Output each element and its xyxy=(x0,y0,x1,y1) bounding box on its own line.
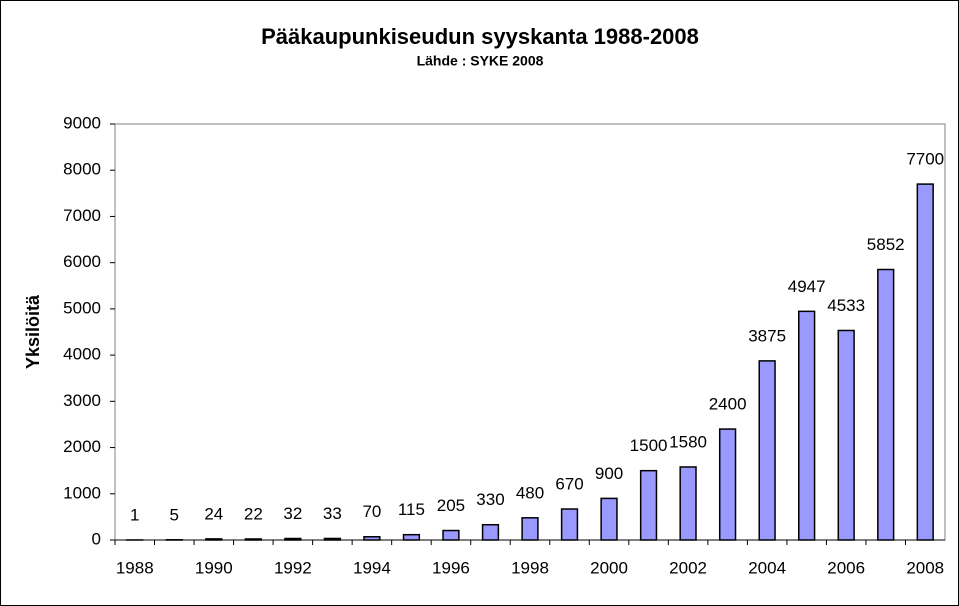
value-label: 115 xyxy=(398,500,425,519)
x-tick-label: 2008 xyxy=(906,558,944,577)
chart-subtitle: Lähde : SYKE 2008 xyxy=(417,53,544,69)
value-label: 480 xyxy=(516,483,544,502)
y-tick-label: 9000 xyxy=(63,113,101,132)
value-label: 670 xyxy=(555,475,583,494)
bar xyxy=(284,537,302,541)
x-tick-label: 2006 xyxy=(827,558,865,577)
x-tick-label: 1992 xyxy=(274,558,312,577)
x-tick-label: 1994 xyxy=(353,558,391,577)
bar xyxy=(560,508,579,541)
value-label: 1580 xyxy=(669,432,707,451)
value-label: 32 xyxy=(283,504,302,523)
value-label: 4947 xyxy=(788,277,826,296)
bar xyxy=(244,538,262,541)
bar xyxy=(798,310,816,541)
value-label: 900 xyxy=(595,464,623,483)
value-label: 5852 xyxy=(867,235,905,254)
x-tick-label: 1988 xyxy=(116,558,154,577)
y-tick-label: 6000 xyxy=(63,252,101,271)
value-label: 5 xyxy=(170,505,179,524)
y-tick-label: 5000 xyxy=(63,298,101,317)
y-tick-label: 4000 xyxy=(63,345,101,364)
bar xyxy=(521,517,539,541)
bar xyxy=(205,538,223,541)
bar xyxy=(481,523,500,541)
value-label: 70 xyxy=(362,502,381,521)
y-tick-label: 7000 xyxy=(63,206,101,225)
value-label: 1500 xyxy=(630,436,668,455)
y-tick-label: 3000 xyxy=(63,391,101,410)
value-label: 22 xyxy=(244,504,263,523)
value-label: 7700 xyxy=(906,150,944,169)
x-tick-label: 2000 xyxy=(590,558,628,577)
bar xyxy=(323,537,342,541)
bar xyxy=(916,183,934,541)
y-tick-label: 8000 xyxy=(63,160,101,179)
value-label: 33 xyxy=(323,504,342,523)
value-label: 205 xyxy=(437,496,465,515)
value-label: 24 xyxy=(204,504,223,523)
bar xyxy=(679,466,697,541)
bar xyxy=(718,428,737,541)
y-axis-label: Yksilöitä xyxy=(23,294,43,369)
bar xyxy=(363,536,381,541)
value-label: 1 xyxy=(130,505,139,524)
bar xyxy=(402,533,421,541)
bar xyxy=(600,497,618,541)
y-tick-label: 1000 xyxy=(63,483,101,502)
bar xyxy=(758,360,776,541)
bar xyxy=(877,268,895,541)
chart-title: Pääkaupunkiseudun syyskanta 1988-2008 xyxy=(261,24,699,49)
y-tick-label: 2000 xyxy=(63,437,101,456)
value-label: 4533 xyxy=(827,296,865,315)
bar xyxy=(639,469,658,541)
x-tick-label: 2002 xyxy=(669,558,707,577)
bar xyxy=(442,529,460,541)
x-tick-label: 1996 xyxy=(432,558,470,577)
bar xyxy=(837,329,855,541)
value-label: 2400 xyxy=(709,395,747,414)
x-tick-label: 1990 xyxy=(195,558,233,577)
value-label: 3875 xyxy=(748,326,786,345)
value-label: 330 xyxy=(476,490,504,509)
x-tick-label: 1998 xyxy=(511,558,549,577)
x-tick-label: 2004 xyxy=(748,558,786,577)
y-tick-label: 0 xyxy=(92,529,101,548)
